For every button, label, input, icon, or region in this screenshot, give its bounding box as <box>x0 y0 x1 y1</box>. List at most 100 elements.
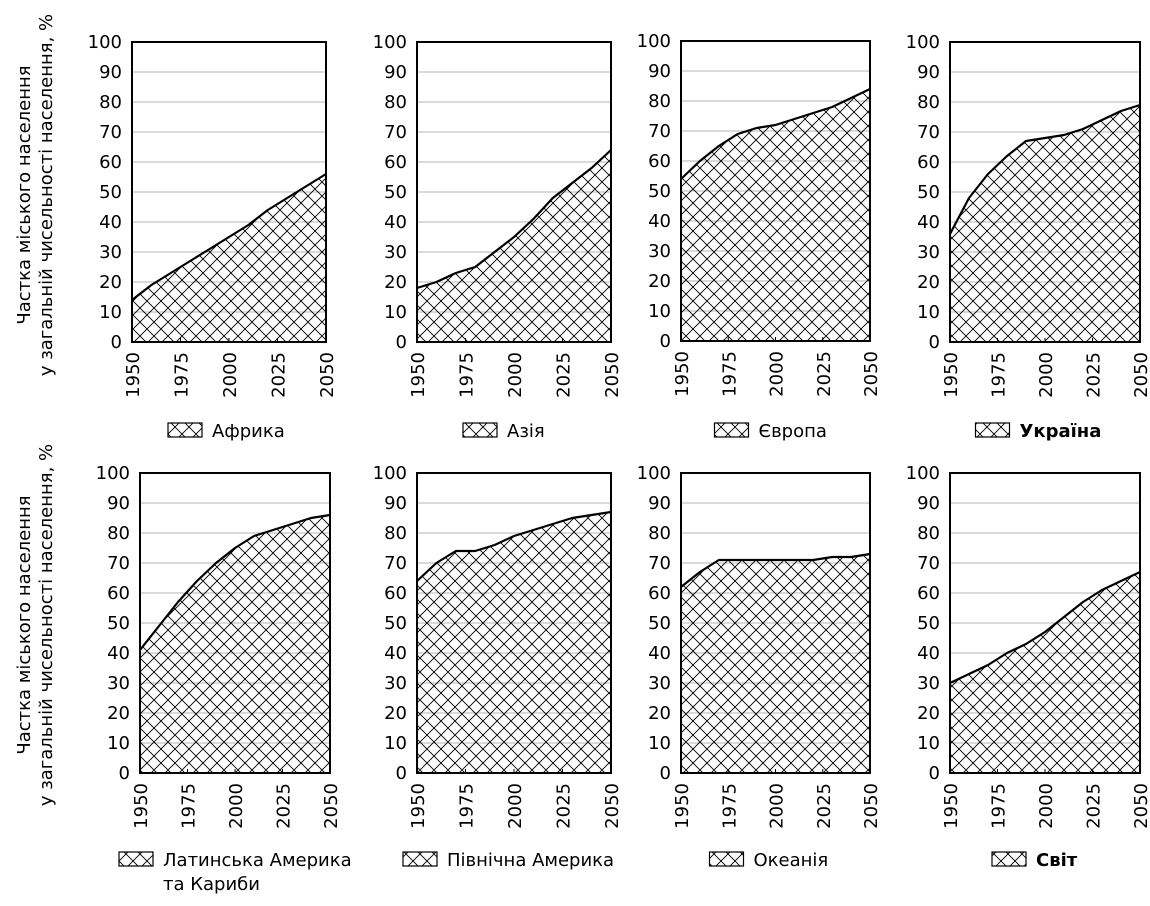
x-tick-label: 1975 <box>719 351 740 397</box>
y-axis-title-row1: Частка міського населення у загальній чи… <box>14 14 57 376</box>
chart-panel: 0 10 20 30 40 50 60 70 80 90 100 1950 1975 2000 2025 20… <box>373 32 623 442</box>
y-tick-label: 0 <box>660 331 671 352</box>
area-fill <box>132 174 326 342</box>
chart-panel: 0 10 20 30 40 50 60 70 80 90 100 1950 1975 2000 2025 20… <box>96 463 352 895</box>
x-tick-label: 2025 <box>814 351 835 397</box>
legend-label: Світ <box>1036 850 1078 871</box>
y-tick-label: 50 <box>99 182 122 203</box>
chart-panel: 0 10 20 30 40 50 60 70 80 90 100 1950 1975 2000 2025 20… <box>906 32 1150 442</box>
y-tick-label: 30 <box>917 673 940 694</box>
y-tick-label: 60 <box>99 152 122 173</box>
area-fill <box>950 572 1140 773</box>
y-tick-label: 10 <box>384 733 407 754</box>
y-tick-label: 90 <box>648 493 671 514</box>
x-tick-label: 1975 <box>989 352 1010 398</box>
y-tick-label: 100 <box>906 463 940 484</box>
x-tick-label: 2000 <box>767 783 788 829</box>
series-line <box>131 173 327 301</box>
y-tick-label: 40 <box>384 212 407 233</box>
area-fill <box>417 150 611 342</box>
x-tick-label: 2050 <box>1131 783 1150 829</box>
y-axis-title-line1: Частка міського населення <box>14 65 35 324</box>
series-line <box>949 571 1141 684</box>
legend-label-line2: та Кариби <box>163 874 260 895</box>
y-tick-label: 90 <box>917 62 940 83</box>
y-tick-label: 50 <box>648 613 671 634</box>
y-tick-label: 50 <box>917 613 940 634</box>
chart-panel: 0 10 20 30 40 50 60 70 80 90 100 1950 1975 2000 2025 20… <box>637 31 882 442</box>
y-tick-label: 50 <box>384 182 407 203</box>
x-tick-label: 1950 <box>408 352 429 398</box>
y-tick-label: 100 <box>96 463 130 484</box>
legend-swatch <box>462 422 498 438</box>
chart-panel: 0 10 20 30 40 50 60 70 80 90 100 1950 1975 2000 2025 20… <box>906 463 1150 871</box>
legend-swatch <box>118 851 154 867</box>
x-tick-label: 1975 <box>457 352 478 398</box>
legend: Океанія <box>708 850 829 871</box>
y-tick-label: 50 <box>648 181 671 202</box>
y-tick-label: 90 <box>107 493 130 514</box>
y-tick-label: 90 <box>384 493 407 514</box>
y-tick-label: 70 <box>384 122 407 143</box>
x-tick-label: 1950 <box>941 783 962 829</box>
x-tick-label: 1950 <box>672 351 693 397</box>
y-tick-label: 80 <box>384 92 407 113</box>
x-tick-label: 2025 <box>814 783 835 829</box>
y-tick-label: 80 <box>107 523 130 544</box>
series-line <box>416 510 612 582</box>
chart-panel: 0 10 20 30 40 50 60 70 80 90 100 1950 1975 2000 2025 20… <box>88 32 338 442</box>
area-fill <box>681 89 870 341</box>
x-tick-label: 2025 <box>1084 352 1105 398</box>
y-tick-label: 40 <box>917 643 940 664</box>
y-tick-label: 20 <box>107 703 130 724</box>
y-tick-label: 60 <box>917 152 940 173</box>
y-tick-label: 80 <box>648 523 671 544</box>
x-tick-label: 2050 <box>1131 352 1150 398</box>
x-tick-label: 1950 <box>123 352 144 398</box>
legend-label: Азія <box>507 421 545 442</box>
legend-label: Україна <box>1020 421 1102 442</box>
y-tick-label: 0 <box>119 763 130 784</box>
y-tick-label: 30 <box>917 242 940 263</box>
legend: Африка <box>167 421 285 442</box>
y-tick-label: 50 <box>917 182 940 203</box>
y-tick-label: 60 <box>917 583 940 604</box>
legend: Європа <box>713 421 827 442</box>
x-tick-label: 1975 <box>179 783 200 829</box>
x-tick-label: 2050 <box>317 352 338 398</box>
x-tick-label: 2050 <box>602 352 623 398</box>
legend: Азія <box>462 421 545 442</box>
y-tick-label: 10 <box>99 302 122 323</box>
y-tick-label: 100 <box>906 32 940 53</box>
y-tick-label: 10 <box>648 733 671 754</box>
y-tick-label: 20 <box>384 703 407 724</box>
y-tick-label: 30 <box>648 241 671 262</box>
y-tick-label: 30 <box>384 242 407 263</box>
x-tick-label: 2000 <box>505 352 526 398</box>
legend-swatch <box>713 422 750 438</box>
series-line <box>416 149 612 290</box>
y-tick-label: 30 <box>384 673 407 694</box>
x-tick-label: 2000 <box>1036 783 1057 829</box>
series-line <box>680 552 871 588</box>
legend-label: Океанія <box>754 850 829 871</box>
y-tick-label: 30 <box>107 673 130 694</box>
y-tick-label: 70 <box>107 553 130 574</box>
y-tick-label: 30 <box>99 242 122 263</box>
y-tick-label: 60 <box>648 151 671 172</box>
y-tick-label: 100 <box>88 32 122 53</box>
legend: Україна <box>974 421 1102 442</box>
legend-swatch <box>402 851 438 867</box>
x-tick-label: 1950 <box>408 783 429 829</box>
y-tick-label: 50 <box>107 613 130 634</box>
y-tick-label: 0 <box>396 332 407 353</box>
y-tick-label: 80 <box>917 92 940 113</box>
y-axis-title-line2: у загальній чисельності населення, % <box>36 14 57 376</box>
x-tick-label: 2000 <box>226 783 247 829</box>
y-tick-label: 0 <box>929 763 940 784</box>
x-tick-label: 1975 <box>457 783 478 829</box>
x-tick-label: 2050 <box>861 351 882 397</box>
y-tick-label: 80 <box>384 523 407 544</box>
y-tick-label: 70 <box>917 122 940 143</box>
